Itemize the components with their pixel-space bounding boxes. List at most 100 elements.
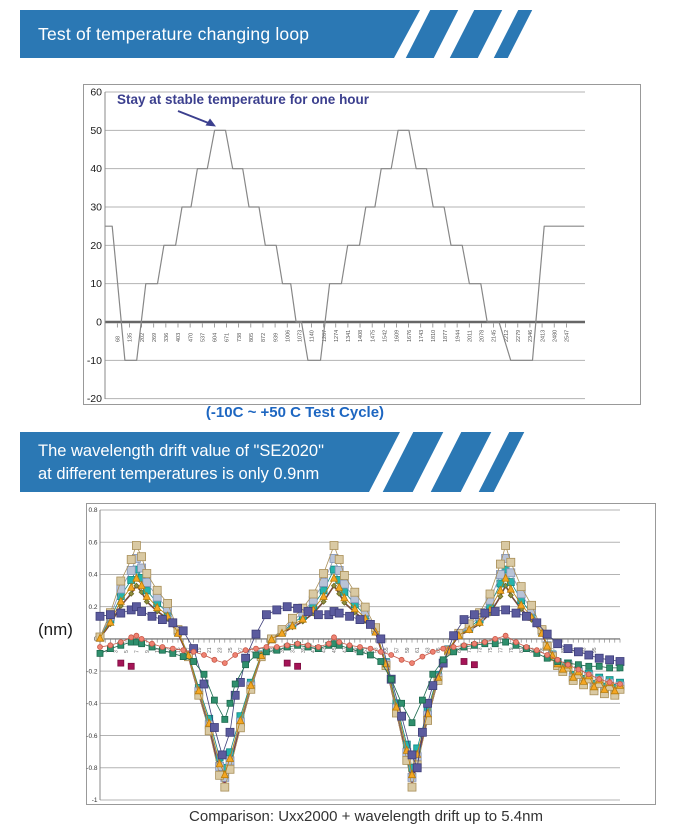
y-tick-label: 60 <box>90 87 102 99</box>
data-point <box>428 681 438 691</box>
x-tick-label: 7 <box>134 650 140 653</box>
data-point <box>152 585 162 595</box>
banner-line1: The wavelength drift value of "SE2020" <box>38 442 324 460</box>
x-tick-label: 1944 <box>455 330 461 342</box>
data-point <box>521 611 531 621</box>
data-point <box>153 602 162 611</box>
banner-line2: at different temperatures is only 0.9nm <box>38 465 320 483</box>
data-point <box>211 656 218 663</box>
data-point <box>542 629 552 639</box>
data-point <box>600 684 609 693</box>
x-tick-label: 403 <box>176 333 182 342</box>
x-tick-label: 71 <box>467 647 473 653</box>
data-point <box>126 566 136 575</box>
data-point <box>501 573 510 582</box>
temperature-profile-line <box>105 129 585 361</box>
series-salmon <box>97 632 623 687</box>
x-tick-label: 872 <box>261 333 267 342</box>
data-point <box>217 750 227 760</box>
data-point <box>398 656 405 663</box>
data-point <box>221 715 229 723</box>
x-tick-label: 2011 <box>467 330 473 342</box>
data-point <box>246 680 255 689</box>
y-tick-label: 10 <box>90 278 102 290</box>
x-tick-label: 2212 <box>504 330 510 342</box>
data-point <box>350 587 360 597</box>
data-point <box>334 566 344 575</box>
data-point <box>95 633 105 642</box>
x-tick-label: 79 <box>509 647 515 653</box>
data-point <box>355 615 365 624</box>
data-point <box>242 661 250 669</box>
x-tick-label: 68 <box>116 336 122 342</box>
data-point <box>517 600 526 609</box>
y-tick-label: 0.2 <box>88 604 97 611</box>
data-point <box>97 644 103 650</box>
data-point <box>241 653 251 663</box>
banner-stripe-icon <box>449 10 503 58</box>
data-point <box>190 658 197 665</box>
y-tick-label: -10 <box>87 355 102 367</box>
data-point <box>471 640 478 647</box>
data-point <box>319 569 329 578</box>
data-point <box>132 573 141 582</box>
data-point <box>201 652 207 658</box>
data-point <box>594 653 604 663</box>
data-point <box>507 592 514 599</box>
banner-title: Test of temperature changing loop <box>38 24 310 44</box>
x-tick-label: 1676 <box>407 330 413 342</box>
data-point <box>418 696 426 704</box>
x-tick-label: 87 <box>550 647 556 653</box>
data-point <box>273 644 280 650</box>
data-point <box>116 576 126 586</box>
x-tick-label: 33 <box>270 647 276 653</box>
data-point <box>137 580 146 589</box>
data-point <box>513 639 519 646</box>
y-tick-label: 30 <box>90 202 102 214</box>
temperature-banner: Test of temperature changing loop <box>20 10 420 58</box>
data-point <box>573 647 583 657</box>
data-point <box>294 640 301 647</box>
data-point <box>261 610 271 620</box>
data-point <box>554 656 561 663</box>
data-point <box>137 552 146 562</box>
data-point <box>470 661 478 669</box>
data-point <box>215 759 224 768</box>
data-point <box>138 635 145 642</box>
data-point <box>360 602 370 612</box>
data-point <box>523 644 530 650</box>
data-point <box>365 620 375 629</box>
data-point <box>329 541 339 550</box>
data-point <box>341 599 348 606</box>
data-point <box>168 618 178 628</box>
data-point <box>481 639 488 646</box>
x-tick-label: 537 <box>200 333 206 342</box>
data-point <box>605 655 614 665</box>
data-point <box>132 541 141 550</box>
data-point <box>284 642 291 649</box>
x-tick-label: 73 <box>478 647 484 653</box>
data-point <box>257 650 266 660</box>
data-point <box>376 634 386 644</box>
data-point <box>617 681 623 687</box>
data-point <box>137 607 146 616</box>
data-point <box>128 590 135 597</box>
x-tick-label: 45 <box>332 647 338 653</box>
data-point <box>220 782 230 792</box>
data-point <box>485 589 495 599</box>
data-point <box>339 571 349 580</box>
x-tick-label: 29 <box>249 647 255 653</box>
comparison-caption: Comparison: Uxx2000 + wavelength drift u… <box>189 808 543 825</box>
data-point <box>497 593 504 600</box>
data-point <box>366 651 374 659</box>
x-tick-label: 738 <box>237 333 243 342</box>
y-tick-label: -20 <box>87 393 102 405</box>
y-tick-label: -0.4 <box>86 701 98 708</box>
x-tick-label: 19 <box>197 647 203 653</box>
data-point <box>226 699 234 707</box>
x-tick-label: 135 <box>128 333 134 342</box>
x-tick-label: 2279 <box>516 330 522 342</box>
data-point <box>387 675 395 683</box>
data-point <box>563 644 573 654</box>
cycle-caption: (-10C ~ +50 C Test Cycle) <box>205 404 385 421</box>
